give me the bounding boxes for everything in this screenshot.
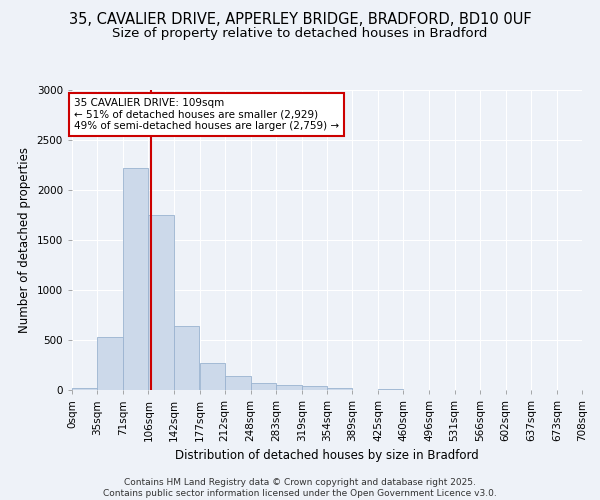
Text: Contains HM Land Registry data © Crown copyright and database right 2025.
Contai: Contains HM Land Registry data © Crown c…: [103, 478, 497, 498]
Bar: [378, 388, 403, 390]
X-axis label: Distribution of detached houses by size in Bradford: Distribution of detached houses by size …: [175, 450, 479, 462]
Bar: [276, 385, 302, 390]
Bar: [97, 338, 123, 390]
Bar: [123, 168, 148, 390]
Bar: [148, 215, 174, 390]
Text: 35 CAVALIER DRIVE: 109sqm
← 51% of detached houses are smaller (2,929)
49% of se: 35 CAVALIER DRIVE: 109sqm ← 51% of detac…: [74, 98, 339, 131]
Text: Size of property relative to detached houses in Bradford: Size of property relative to detached ho…: [112, 28, 488, 40]
Bar: [251, 382, 276, 390]
Y-axis label: Number of detached properties: Number of detached properties: [18, 147, 31, 333]
Bar: [174, 326, 199, 390]
Bar: [302, 386, 327, 390]
Bar: [225, 376, 251, 390]
Text: 35, CAVALIER DRIVE, APPERLEY BRIDGE, BRADFORD, BD10 0UF: 35, CAVALIER DRIVE, APPERLEY BRIDGE, BRA…: [68, 12, 532, 28]
Bar: [72, 388, 97, 390]
Bar: [327, 388, 352, 390]
Bar: [199, 363, 225, 390]
